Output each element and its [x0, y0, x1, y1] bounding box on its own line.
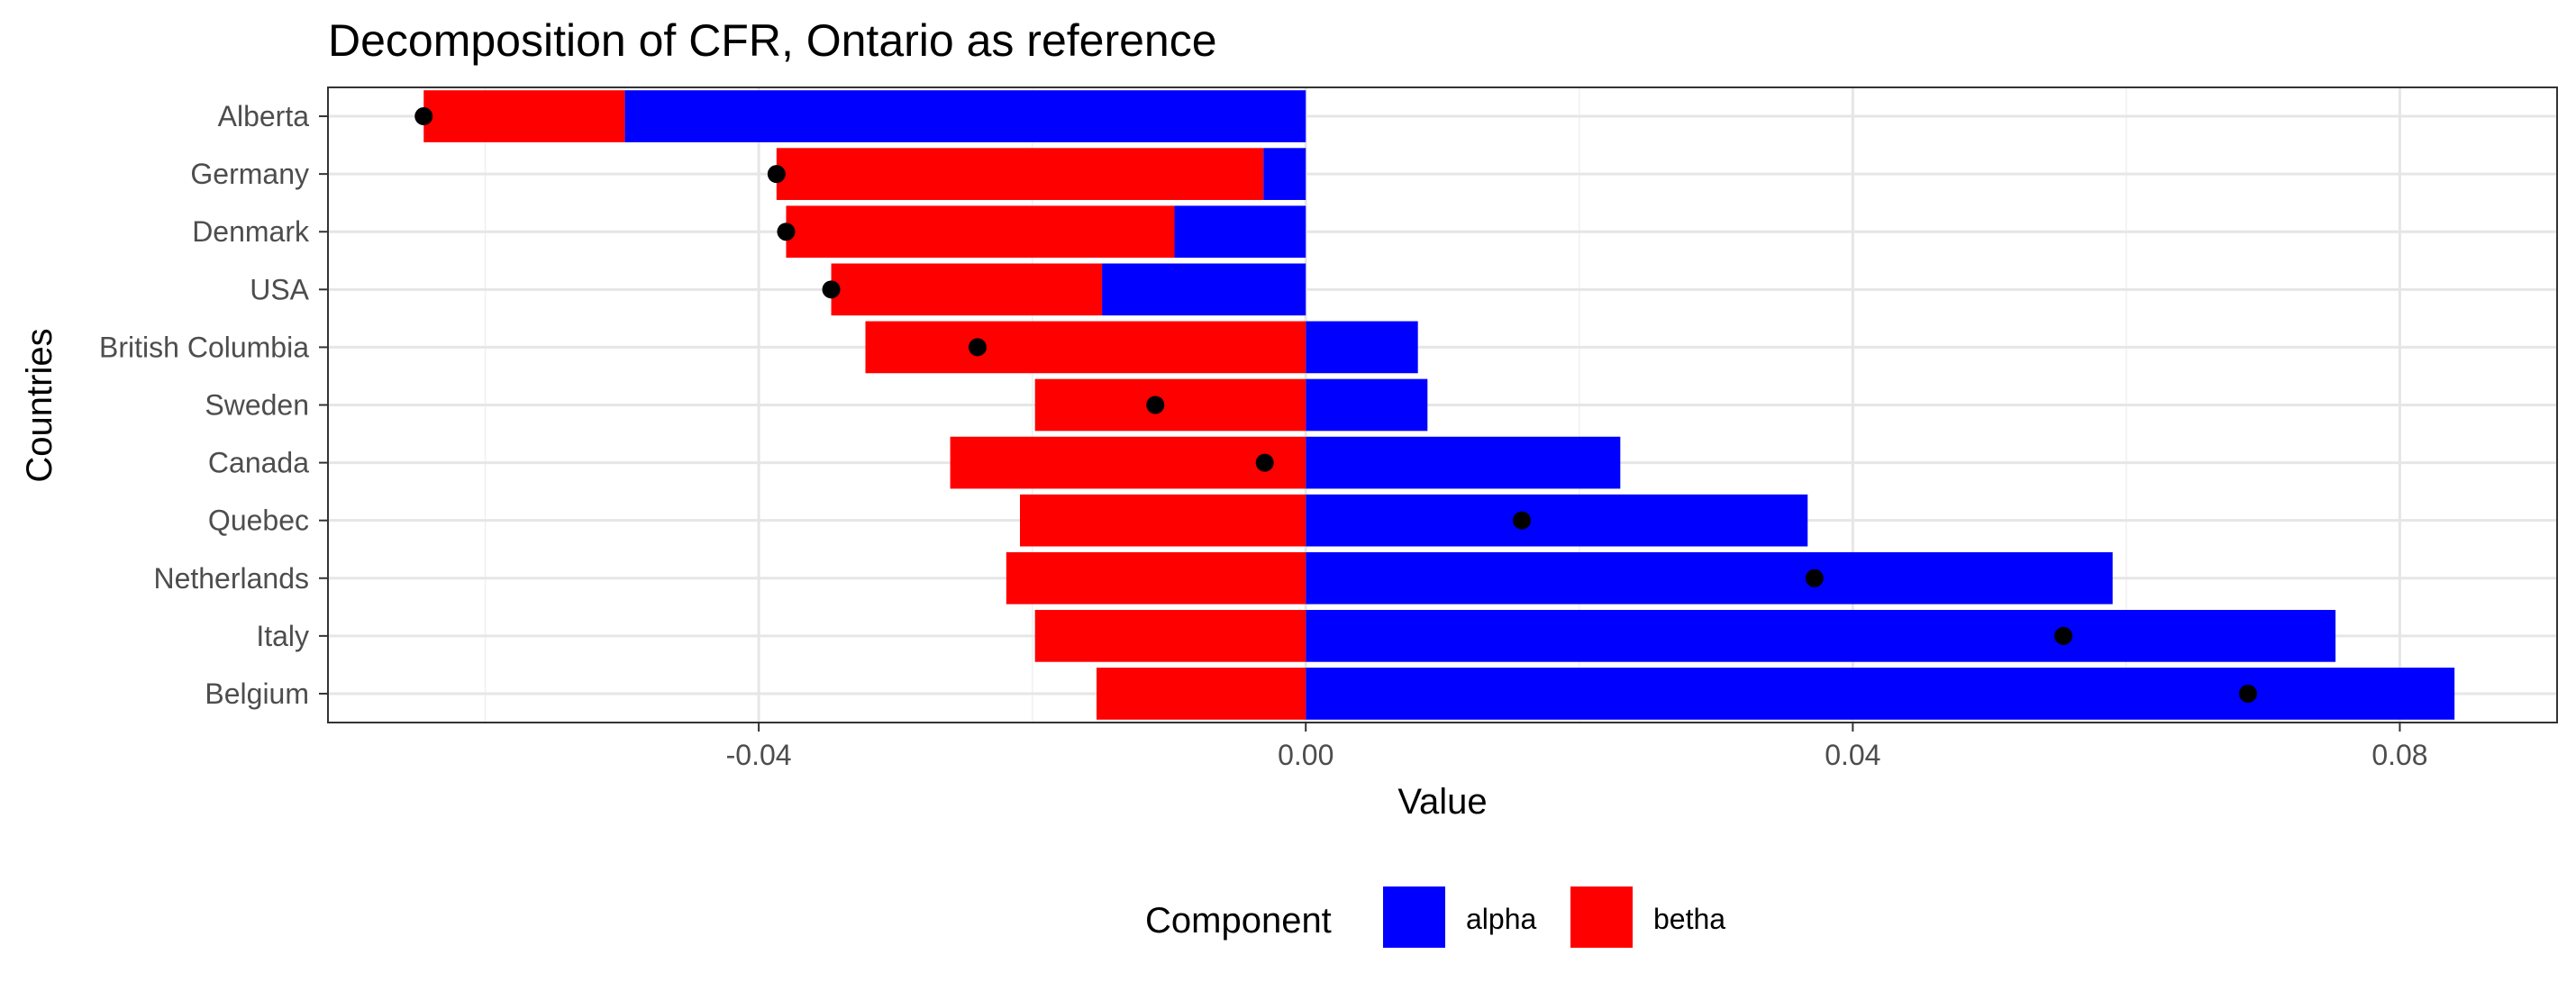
legend-label-alpha: alpha: [1466, 903, 1537, 935]
x-axis: -0.04 0.00 0.04 0.08: [726, 723, 2428, 771]
x-tick-label: -0.04: [726, 739, 792, 771]
chart-title: Decomposition of CFR, Ontario as referen…: [328, 15, 1217, 66]
bar-alpha-belgium: [1306, 668, 2455, 720]
legend-key-alpha: [1383, 886, 1445, 948]
bar-alpha-italy: [1306, 610, 2336, 662]
bar-betha-italy: [1034, 610, 1306, 662]
total-point-usa: [822, 280, 841, 299]
y-tick-label: Germany: [190, 158, 309, 190]
total-point-sweden: [1146, 395, 1165, 414]
bar-betha-denmark: [786, 205, 1175, 259]
y-tick-label: Canada: [208, 447, 309, 479]
total-points: [414, 107, 2257, 703]
bar-betha-sweden: [1034, 378, 1306, 432]
bar-alpha-quebec: [1306, 494, 1808, 547]
bar-alpha-british-columbia: [1306, 321, 1418, 374]
y-axis: Alberta Germany Denmark USA British Columbia…: [99, 100, 328, 710]
bar-betha-canada: [950, 436, 1306, 489]
y-axis-title: Countries: [20, 328, 59, 482]
x-tick-label: 0.08: [2371, 739, 2427, 771]
total-point-netherlands: [1805, 568, 1824, 587]
y-tick-label: Italy: [256, 620, 309, 652]
y-tick-label: Alberta: [218, 100, 310, 132]
legend-key-betha: [1570, 886, 1633, 948]
y-tick-label: Belgium: [205, 677, 309, 710]
bar-betha-belgium: [1096, 668, 1306, 720]
y-tick-label: Denmark: [192, 215, 310, 248]
total-point-british-columbia: [968, 338, 987, 357]
legend: Component alpha betha: [1145, 886, 1725, 948]
y-tick-label: Sweden: [205, 389, 309, 422]
bar-betha-netherlands: [1006, 551, 1306, 605]
bar-betha-british-columbia: [865, 321, 1306, 374]
x-tick-label: 0.04: [1825, 739, 1880, 771]
bar-betha-alberta: [423, 90, 625, 142]
bar-alpha-alberta: [624, 90, 1306, 142]
bar-alpha-germany: [1263, 148, 1306, 200]
y-tick-label: British Columbia: [99, 331, 309, 363]
bar-betha-germany: [776, 148, 1264, 200]
x-tick-label: 0.00: [1278, 739, 1334, 771]
total-point-quebec: [1513, 511, 1532, 530]
legend-label-betha: betha: [1653, 903, 1725, 935]
bars: [423, 90, 2455, 720]
total-point-denmark: [777, 223, 796, 241]
total-point-canada: [1255, 453, 1274, 472]
total-point-germany: [767, 165, 786, 184]
bar-alpha-denmark: [1174, 205, 1306, 259]
total-point-belgium: [2238, 684, 2257, 703]
y-tick-label: Netherlands: [153, 562, 309, 595]
bar-alpha-sweden: [1306, 378, 1428, 432]
total-point-alberta: [414, 107, 433, 126]
bar-betha-usa: [831, 263, 1103, 316]
bar-alpha-netherlands: [1306, 551, 2113, 605]
x-axis-title: Value: [1397, 782, 1487, 822]
bar-betha-quebec: [1020, 494, 1306, 547]
legend-title: Component: [1145, 901, 1332, 941]
y-tick-label: Quebec: [208, 505, 309, 537]
y-tick-label: USA: [250, 273, 309, 305]
bar-alpha-canada: [1306, 436, 1621, 489]
bar-alpha-usa: [1102, 263, 1306, 316]
total-point-italy: [2054, 626, 2073, 645]
